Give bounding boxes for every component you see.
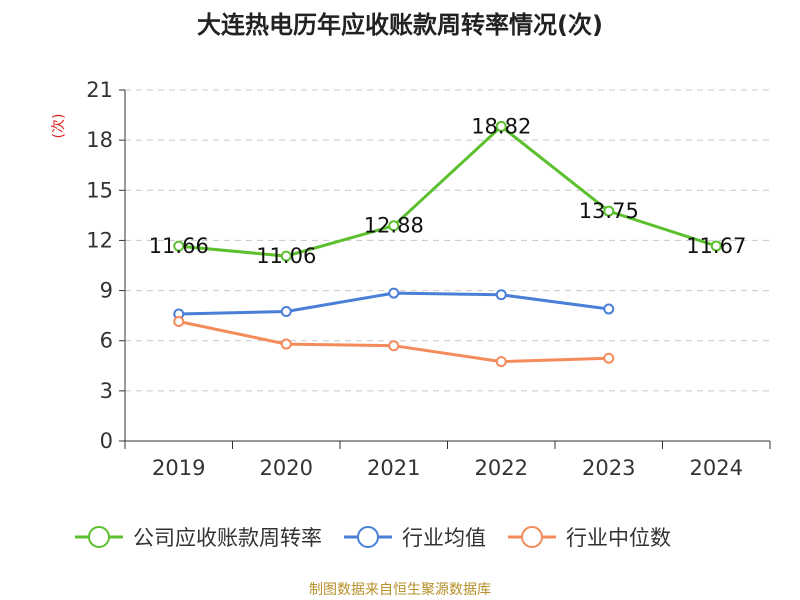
x-tick-label: 2020	[260, 456, 313, 480]
data-point[interactable]	[710, 240, 722, 252]
data-point[interactable]	[173, 240, 185, 252]
data-point[interactable]	[173, 315, 185, 327]
x-tick-label: 2019	[152, 456, 205, 480]
data-label: 11.06	[256, 244, 316, 268]
y-tick-label: 18	[86, 128, 113, 152]
x-tick-label: 2023	[582, 456, 635, 480]
legend: 公司应收账款周转率 行业均值 行业中位数	[75, 526, 671, 550]
y-tick-label: 0	[100, 429, 113, 453]
y-tick-label: 21	[86, 78, 113, 102]
x-tick-label: 2021	[367, 456, 420, 480]
series-2	[173, 315, 615, 368]
x-tick-label: 2022	[475, 456, 528, 480]
data-label: 18.82	[471, 114, 531, 138]
data-point[interactable]	[280, 250, 292, 262]
data-point[interactable]	[388, 220, 400, 232]
legend-label: 行业中位数	[566, 526, 671, 550]
y-tick-label: 3	[100, 379, 113, 403]
legend-marker	[357, 526, 379, 548]
data-point[interactable]	[603, 205, 615, 217]
data-point[interactable]	[388, 340, 400, 352]
legend-item[interactable]: 公司应收账款周转率	[75, 526, 322, 550]
legend-item[interactable]: 行业中位数	[508, 526, 671, 550]
data-point[interactable]	[280, 305, 292, 317]
y-tick-label: 6	[100, 329, 113, 353]
data-label: 11.66	[149, 234, 209, 258]
legend-marker	[521, 526, 543, 548]
legend-item[interactable]: 行业均值	[344, 526, 486, 550]
series-layer: 11.66 11.06 12.88 18.82 13.75 11.67	[149, 114, 747, 368]
legend-marker	[88, 526, 110, 548]
data-point[interactable]	[388, 287, 400, 299]
data-point[interactable]	[495, 356, 507, 368]
series-1	[173, 287, 615, 320]
x-tick-label: 2024	[690, 456, 743, 480]
data-label: 12.88	[364, 214, 424, 238]
data-point[interactable]	[603, 352, 615, 364]
data-label: 11.67	[686, 234, 746, 258]
y-tick-label: 9	[100, 279, 113, 303]
data-point[interactable]	[603, 303, 615, 315]
axes: 0 3 6 9 12 15 18 21 2019 2020 2021 2022 2023 2024	[86, 78, 771, 480]
data-point[interactable]	[495, 120, 507, 132]
y-tick-label: 15	[86, 178, 113, 202]
grid-lines	[125, 89, 770, 392]
data-point[interactable]	[280, 338, 292, 350]
y-tick-label: 12	[86, 228, 113, 252]
data-label: 13.75	[579, 199, 639, 223]
legend-label: 公司应收账款周转率	[133, 526, 322, 550]
data-point[interactable]	[495, 289, 507, 301]
series-0	[173, 120, 722, 262]
y-axis-label: (次)	[51, 114, 67, 139]
chart-title: 大连热电历年应收账款周转率情况(次)	[197, 11, 603, 39]
source-note: 制图数据来自恒生聚源数据库	[309, 582, 491, 598]
legend-label: 行业均值	[402, 526, 486, 550]
data-labels: 11.66 11.06 12.88 18.82 13.75 11.67	[149, 114, 747, 268]
series-line	[178, 124, 717, 258]
